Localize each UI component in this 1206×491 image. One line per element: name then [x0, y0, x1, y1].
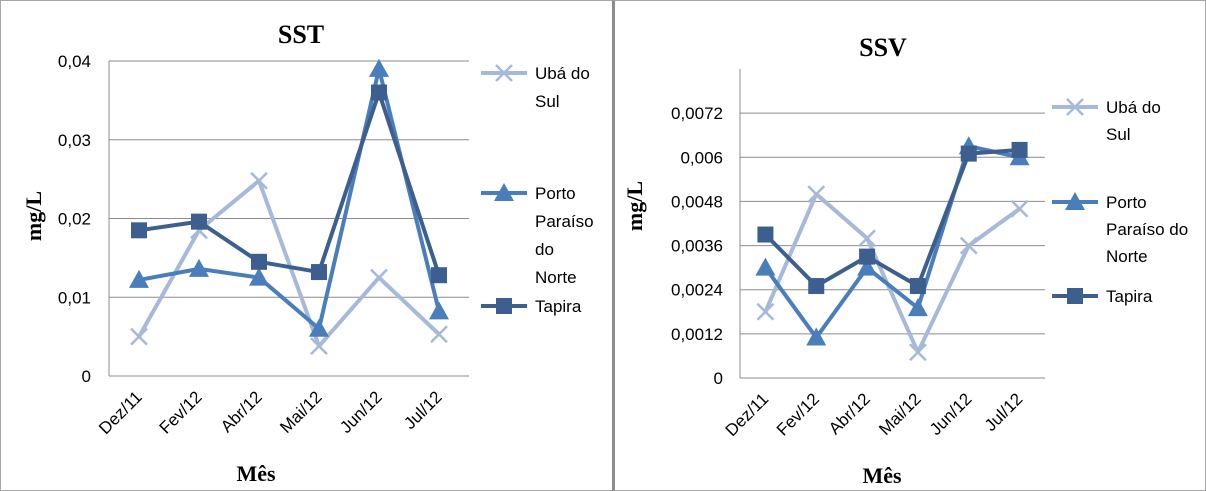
data-point — [909, 278, 926, 295]
legend-label: Tapira — [1106, 287, 1153, 306]
data-point — [907, 298, 928, 317]
x-tick-label: Fev/12 — [156, 387, 206, 437]
x-axis-title: Mês — [862, 463, 902, 488]
data-point — [250, 171, 268, 190]
x-tick-label: Dez/11 — [722, 389, 773, 440]
y-tick-label: 0 — [82, 367, 91, 386]
data-point — [859, 248, 876, 265]
series-line — [138, 90, 441, 276]
y-tick-label: 0,0012 — [671, 325, 723, 344]
x-tick-label: Abr/12 — [217, 387, 266, 436]
data-point — [757, 226, 774, 243]
legend-marker — [495, 64, 513, 82]
x-tick-label: Jul/12 — [400, 387, 446, 433]
y-axis-title: mg/L — [622, 181, 647, 231]
data-point — [755, 257, 776, 276]
x-tick-label: Abr/12 — [825, 389, 874, 438]
series-line — [763, 147, 1020, 289]
legend-label: Ubá do — [535, 64, 590, 83]
data-point — [369, 58, 389, 77]
data-point — [371, 84, 387, 101]
data-point — [1011, 141, 1028, 158]
data-point — [251, 253, 267, 270]
y-axis-title: mg/L — [21, 191, 46, 241]
x-tick-label: Mai/12 — [875, 389, 925, 439]
y-tick-label: 0,01 — [58, 288, 91, 307]
legend-label: Norte — [535, 268, 577, 287]
data-point — [429, 301, 449, 320]
series-line — [763, 144, 1021, 340]
y-tick-label: 0,0072 — [671, 104, 723, 123]
y-tick-label: 0,006 — [680, 148, 723, 167]
y-tick-label: 0,04 — [58, 52, 91, 71]
x-tick-label: Jul/12 — [981, 389, 1027, 435]
legend-label: Norte — [1106, 247, 1148, 266]
legend-marker — [1066, 98, 1084, 116]
data-point — [960, 145, 977, 162]
data-point — [430, 325, 448, 344]
x-tick-label: Fev/12 — [773, 389, 823, 439]
data-point — [130, 327, 148, 346]
data-point — [1010, 199, 1029, 218]
legend-marker — [1067, 288, 1083, 304]
data-point — [189, 258, 209, 277]
data-point — [857, 257, 878, 276]
data-point — [129, 269, 149, 288]
data-point — [370, 268, 388, 287]
legend-label: Ubá do — [1106, 98, 1161, 117]
data-point — [431, 267, 447, 284]
ssv-chart: SSV Mês mg/L 0 0,0012 0,0024 0,0036 0,0048 0,… — [622, 33, 1188, 488]
data-point — [807, 185, 826, 203]
data-point — [310, 337, 328, 355]
x-axis-title: Mês — [236, 461, 276, 486]
sst-chart: SST Mês mg/L 0 0,01 0,02 0,03 0,04 Dez/11 Fev/… — [21, 20, 594, 486]
legend-label: do — [535, 240, 554, 259]
sst-chart-panel: SST Mês mg/L 0 0,01 0,02 0,03 0,04 Dez/11 Fev/… — [0, 0, 614, 491]
legend-label: Paraíso do — [1106, 220, 1188, 239]
y-tick-label: 0 — [714, 369, 723, 388]
data-point — [806, 327, 827, 346]
legend-marker — [1065, 192, 1085, 210]
data-point — [309, 318, 329, 337]
data-point — [756, 302, 775, 321]
y-tick-label: 0,03 — [58, 131, 91, 150]
data-point — [131, 222, 147, 239]
data-point — [808, 278, 825, 295]
y-tick-label: 0,0036 — [671, 237, 723, 256]
data-point — [858, 229, 876, 248]
legend-label: Sul — [1106, 125, 1131, 144]
legend-marker — [494, 183, 514, 201]
data-point — [191, 213, 207, 230]
series-line — [137, 178, 441, 349]
chart-title: SST — [278, 20, 324, 49]
legend-marker — [496, 298, 512, 314]
legend-label: Porto — [535, 184, 576, 203]
series-line — [763, 192, 1021, 355]
data-point — [249, 267, 269, 286]
y-tick-label: 0,02 — [58, 210, 91, 229]
ssv-chart-panel: SSV Mês mg/L 0 0,0012 0,0024 0,0036 0,0048 0,… — [612, 0, 1206, 491]
legend-label: Paraíso — [535, 212, 594, 231]
x-tick-label: Dez/11 — [95, 387, 146, 438]
x-tick-label: Jun/12 — [336, 387, 386, 437]
series-line — [138, 66, 441, 331]
data-point — [311, 264, 327, 281]
y-tick-label: 0,0024 — [671, 281, 723, 300]
legend-label: Porto — [1106, 193, 1147, 212]
legend-label: Sul — [535, 92, 560, 111]
x-tick-label: Mai/12 — [276, 387, 326, 437]
legend-label: Tapira — [535, 297, 582, 316]
data-point — [959, 236, 978, 255]
data-point — [909, 343, 927, 362]
x-tick-label: Jun/12 — [926, 389, 976, 439]
chart-title: SSV — [859, 33, 907, 62]
y-tick-label: 0,0048 — [671, 192, 723, 211]
